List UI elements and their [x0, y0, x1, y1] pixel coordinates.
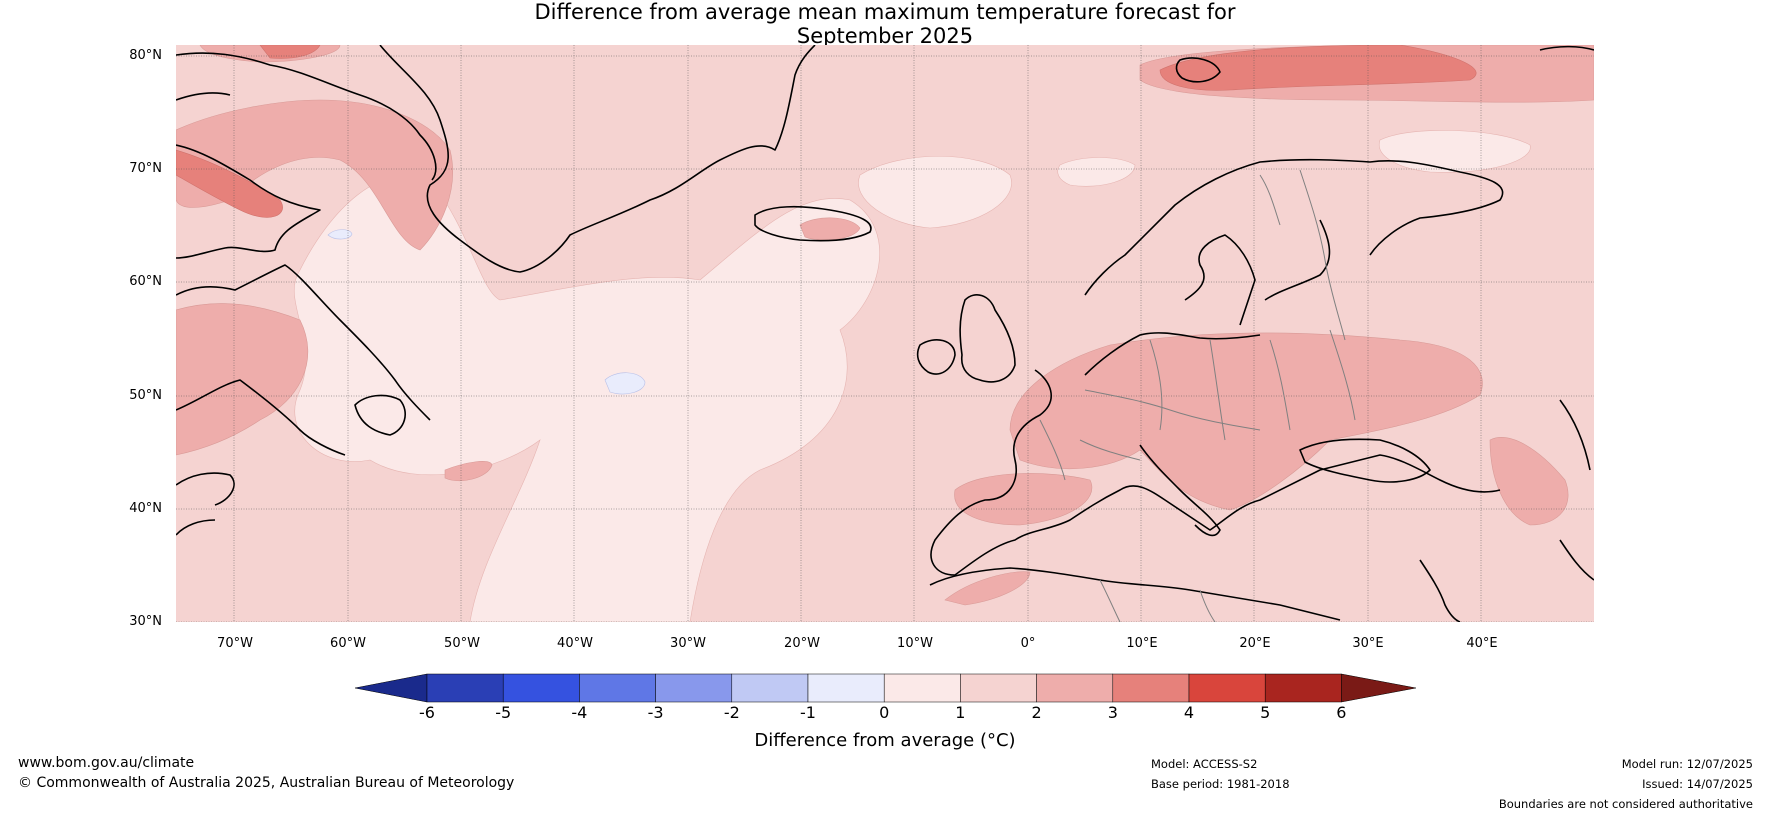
- lat-label-50n: 50°N: [129, 388, 162, 403]
- lon-label-30w: 30°W: [670, 636, 706, 651]
- coastlines: [176, 45, 1594, 622]
- colorbar-tick-label: 2: [1031, 703, 1042, 722]
- footer-copyright: © Commonwealth of Australia 2025, Austra…: [18, 775, 515, 791]
- footer-model: Model: ACCESS-S2: [1151, 757, 1258, 771]
- colorbar-tick-label: -4: [571, 703, 588, 722]
- italy-coast: [1139, 444, 1221, 537]
- lon-label-20w: 20°W: [784, 636, 820, 651]
- map-title-line2: September 2025: [796, 24, 974, 48]
- colorbar-segment: [579, 673, 656, 703]
- anomaly-region-2-3-central-europe: [1009, 332, 1483, 511]
- lon-label-40w: 40°W: [557, 636, 593, 651]
- colorbar-segment: [1036, 673, 1114, 703]
- footer-disclaimer: Boundaries are not considered authoritat…: [1498, 797, 1753, 811]
- colorbar-tick-label: -5: [495, 703, 512, 722]
- anomaly-region-neg1-0-atlantic: [604, 372, 646, 395]
- anomaly-region-2-3-iberia: [954, 473, 1093, 526]
- anomaly-region-2-3-azores: [444, 461, 493, 482]
- lat-label-70n: 70°N: [129, 161, 162, 176]
- colorbar-segment: [960, 673, 1037, 703]
- colorbar-segment: [502, 673, 580, 703]
- anomaly-region-neg1-0-labrador: [327, 229, 353, 240]
- colorbar-segment: [731, 673, 809, 703]
- europe-north-coast: [1084, 332, 1261, 376]
- lon-label-70w: 70°W: [217, 636, 253, 651]
- lon-label-50w: 50°W: [444, 636, 480, 651]
- lon-label-40e: 40°E: [1466, 636, 1498, 651]
- colorbar-tick-label: 0: [879, 703, 890, 722]
- colorbar-segment: [1112, 673, 1190, 703]
- colorbar-segment: [883, 673, 961, 703]
- newfoundland-coast: [354, 394, 406, 436]
- svalbard-coast: [1175, 57, 1221, 83]
- colorbar-segment: [1188, 673, 1266, 703]
- lat-label-40n: 40°N: [129, 501, 162, 516]
- footer-base-period: Base period: 1981-2018: [1151, 777, 1290, 791]
- anomaly-region-0-1-north-sea: [858, 156, 1012, 229]
- national-borders: [1039, 169, 1356, 622]
- colorbar-extend-low: [354, 673, 428, 703]
- anomaly-region-3-4-barents: [1159, 45, 1477, 91]
- lat-label-80n: 80°N: [129, 48, 162, 63]
- british-isles-coast: [916, 294, 1016, 383]
- greenland-coast: [379, 45, 816, 273]
- colorbar-tick-label: -1: [800, 703, 816, 722]
- colorbar-label: Difference from average (°C): [754, 730, 1016, 751]
- anomaly-region-0-1-atlantic: [293, 175, 880, 622]
- anomaly-region-0-1-barents: [1378, 130, 1531, 173]
- anomaly-region-2-3-mediterranean: [944, 571, 1031, 606]
- lon-label-30e: 30°E: [1352, 636, 1384, 651]
- colorbar-segment: [1264, 673, 1342, 703]
- lat-label-60n: 60°N: [129, 274, 162, 289]
- colorbar-segment: [655, 673, 733, 703]
- labrador-coast: [176, 264, 431, 456]
- colorbar-tick-label: 4: [1183, 703, 1195, 722]
- map-title-line1: Difference from average mean maximum tem…: [534, 0, 1236, 24]
- lon-label-60w: 60°W: [330, 636, 366, 651]
- colorbar-tick-label: -3: [647, 703, 664, 722]
- colorbar-tick-label: -6: [419, 703, 435, 722]
- colorbar-tick-label: 5: [1260, 703, 1271, 722]
- anomaly-region-2-3-iceland: [799, 217, 861, 241]
- anomaly-region-3-4-baffin: [176, 149, 283, 218]
- north-america-east-coast: [176, 472, 235, 536]
- colorbar-tick-label: -2: [723, 703, 740, 722]
- novaya-zemlya-coast: [1539, 45, 1594, 51]
- iceland-coast: [754, 205, 872, 242]
- europe-west-coast: [930, 369, 1501, 576]
- lat-label-30n: 30°N: [129, 614, 162, 629]
- lon-label-10e: 10°E: [1126, 636, 1158, 651]
- baffin-coast: [176, 144, 321, 259]
- mediterranean-africa-coast: [929, 559, 1461, 622]
- baffin-north-coast: [176, 52, 437, 181]
- anomaly-region-2-3-labrador: [176, 303, 309, 456]
- colorbar-segment: [807, 673, 885, 703]
- colorbar-tick-label: 6: [1336, 703, 1347, 722]
- footer-website: www.bom.gov.au/climate: [18, 755, 195, 771]
- colorbar-tick-label: 3: [1107, 703, 1118, 722]
- lon-label-20e: 20°E: [1239, 636, 1271, 651]
- scandinavia-coast: [1084, 158, 1504, 326]
- colorbar-tick-label: 1: [955, 703, 966, 722]
- caspian-coast: [1559, 399, 1594, 581]
- colorbar-segment: [426, 673, 504, 703]
- lon-label-10w: 10°W: [897, 636, 933, 651]
- lon-label-0: 0°: [1020, 636, 1036, 651]
- colorbar-extend-high: [1341, 673, 1417, 703]
- anomaly-region-3-4-greenland-north: [259, 45, 321, 59]
- footer-model-run: Model run: 12/07/2025: [1621, 757, 1753, 771]
- anomaly-region-0-1-norway: [1057, 157, 1136, 187]
- graticule: [176, 45, 1594, 622]
- footer-issued: Issued: 14/07/2025: [1642, 777, 1753, 791]
- black-sea-coast: [1299, 438, 1431, 483]
